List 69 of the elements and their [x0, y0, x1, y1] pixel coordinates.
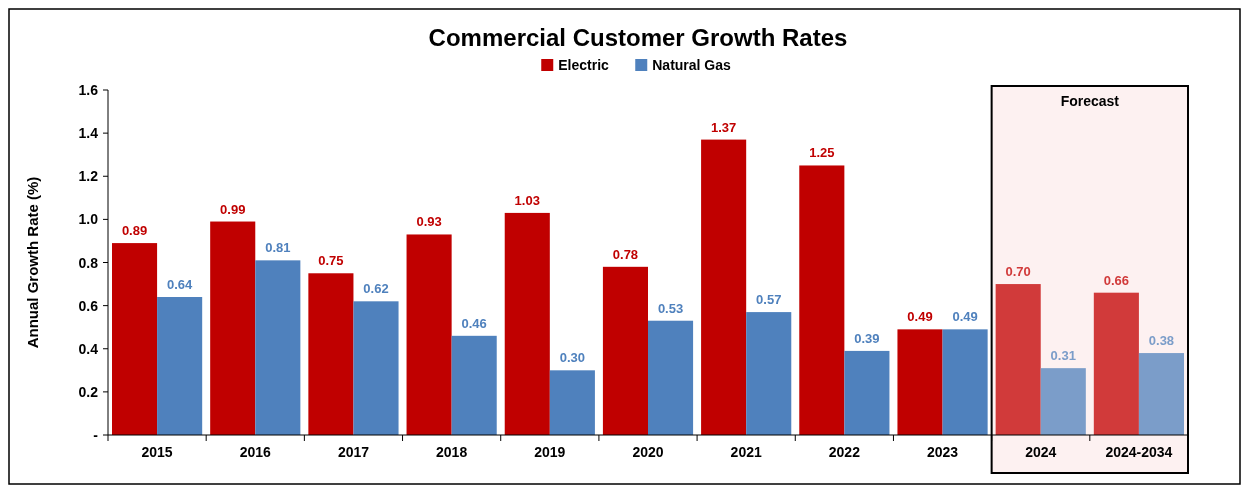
y-tick-label: 1.6 [78, 82, 99, 98]
data-label: 0.57 [756, 292, 782, 308]
x-tick-label: 2023 [926, 444, 959, 460]
bar [308, 273, 354, 435]
data-label: 0.49 [907, 309, 933, 325]
y-tick-label: 0.6 [78, 297, 99, 314]
data-label: 0.89 [121, 223, 148, 239]
bar [255, 260, 301, 435]
bar [746, 312, 792, 435]
x-tick-label: 2018 [436, 444, 468, 460]
y-tick-label: 0.2 [78, 383, 99, 400]
y-tick-label: 1.2 [78, 168, 99, 185]
data-label: 0.53 [657, 300, 684, 316]
bar [799, 165, 845, 435]
bar [451, 335, 497, 435]
band-label: Forecast [1060, 93, 1120, 109]
data-label: 1.25 [809, 145, 835, 161]
data-label: 0.46 [461, 315, 487, 331]
data-label: 0.66 [1103, 272, 1130, 288]
data-label: 0.81 [265, 240, 291, 256]
y-tick-label: 1.4 [78, 125, 99, 142]
data-label: 0.99 [220, 201, 246, 217]
legend-label: Natural Gas [652, 57, 732, 73]
data-label: 0.49 [952, 309, 978, 325]
x-tick-label: 2017 [337, 444, 370, 460]
bar [549, 370, 595, 435]
bar [897, 329, 943, 435]
bar [942, 329, 988, 435]
x-tick-label: 2019 [534, 444, 566, 460]
bar [701, 139, 747, 435]
bar [157, 297, 203, 435]
y-tick-label: 1.0 [78, 211, 99, 228]
x-tick-label: 2016 [239, 444, 272, 460]
data-label: 0.62 [363, 281, 389, 297]
bar [210, 221, 256, 435]
data-label: 0.70 [1005, 264, 1031, 280]
bar [353, 301, 399, 435]
x-tick-label: 2024-2034 [1105, 444, 1173, 460]
bar [1093, 292, 1139, 435]
bar [995, 284, 1041, 435]
y-tick-label: 0.8 [78, 254, 99, 271]
y-tick-label: 0.4 [78, 340, 99, 357]
x-tick-label: 2021 [730, 444, 762, 460]
bar [1138, 353, 1184, 435]
legend-label: Electric [558, 57, 610, 73]
x-tick-label: 2015 [141, 444, 173, 460]
bar [1040, 368, 1086, 435]
x-tick-label: 2020 [632, 444, 664, 460]
chart-title: Commercial Customer Growth Rates [428, 24, 848, 51]
data-label: 0.39 [854, 330, 880, 346]
bar [648, 320, 694, 435]
data-label: 0.75 [318, 253, 344, 269]
data-label: 0.78 [612, 246, 639, 262]
x-tick-label: 2022 [828, 444, 861, 460]
data-label: 0.38 [1148, 333, 1175, 349]
data-label: 1.37 [710, 119, 737, 135]
y-tick-label: - [93, 427, 99, 443]
bar [844, 350, 890, 435]
data-label: 1.03 [514, 192, 540, 208]
bar [112, 243, 158, 435]
data-label: 0.31 [1050, 348, 1076, 364]
bar [602, 266, 648, 435]
data-label: 0.64 [166, 277, 194, 292]
data-label: 0.93 [416, 214, 442, 230]
x-tick-label: 2024 [1025, 444, 1057, 460]
bar [504, 212, 550, 435]
y-axis-title: Annual Growth Rate (%) [24, 176, 41, 349]
data-label: 0.30 [559, 350, 586, 366]
bar [406, 234, 452, 435]
